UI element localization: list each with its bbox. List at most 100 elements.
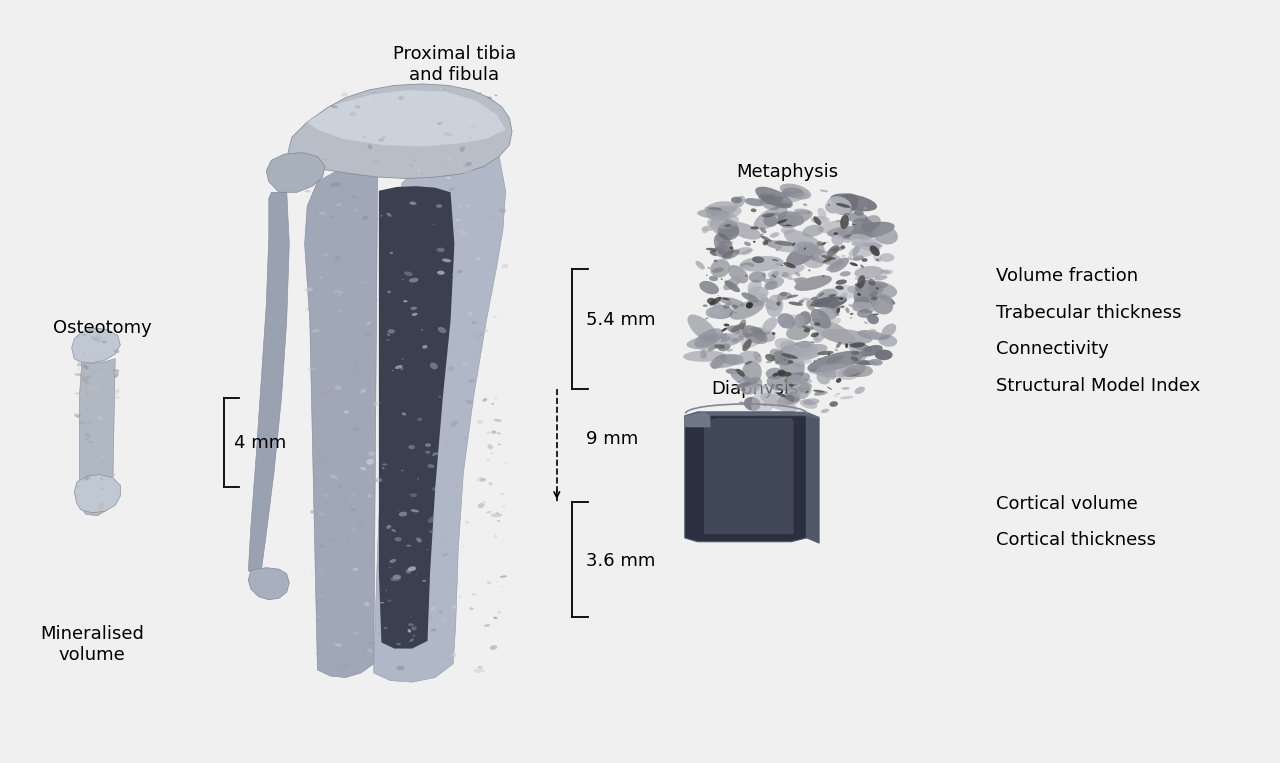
Ellipse shape: [498, 611, 502, 613]
Ellipse shape: [817, 241, 823, 246]
Ellipse shape: [794, 357, 812, 364]
Ellipse shape: [731, 323, 746, 332]
Ellipse shape: [799, 344, 818, 359]
Ellipse shape: [850, 343, 865, 348]
Ellipse shape: [828, 296, 846, 308]
Ellipse shape: [777, 393, 786, 397]
Ellipse shape: [783, 359, 786, 361]
Ellipse shape: [100, 429, 104, 431]
Ellipse shape: [724, 219, 739, 227]
Ellipse shape: [422, 580, 426, 582]
Ellipse shape: [111, 478, 115, 479]
Ellipse shape: [852, 305, 864, 311]
Ellipse shape: [760, 194, 783, 204]
Ellipse shape: [394, 537, 402, 542]
Ellipse shape: [803, 204, 808, 206]
Ellipse shape: [762, 385, 768, 388]
Ellipse shape: [349, 493, 355, 497]
Ellipse shape: [845, 213, 850, 215]
Ellipse shape: [795, 314, 805, 328]
Ellipse shape: [782, 210, 813, 226]
Ellipse shape: [769, 271, 778, 281]
Ellipse shape: [741, 265, 753, 269]
Ellipse shape: [741, 325, 768, 344]
Ellipse shape: [707, 214, 739, 229]
Ellipse shape: [338, 486, 342, 488]
Ellipse shape: [95, 334, 102, 342]
Ellipse shape: [703, 304, 708, 307]
Ellipse shape: [91, 336, 101, 343]
Ellipse shape: [838, 292, 847, 301]
Ellipse shape: [317, 161, 320, 163]
Ellipse shape: [408, 623, 413, 626]
Ellipse shape: [393, 575, 401, 579]
Ellipse shape: [500, 586, 503, 588]
Ellipse shape: [778, 345, 805, 381]
Ellipse shape: [83, 364, 88, 369]
Ellipse shape: [448, 366, 454, 372]
Ellipse shape: [312, 329, 320, 333]
Ellipse shape: [389, 567, 390, 568]
Ellipse shape: [823, 257, 833, 262]
Ellipse shape: [88, 359, 90, 361]
Ellipse shape: [82, 334, 87, 336]
Text: Metaphysis: Metaphysis: [736, 163, 838, 181]
Ellipse shape: [330, 182, 342, 187]
Ellipse shape: [781, 192, 808, 204]
Ellipse shape: [369, 452, 375, 456]
Ellipse shape: [735, 247, 753, 255]
Ellipse shape: [776, 361, 781, 365]
Ellipse shape: [763, 403, 767, 406]
Ellipse shape: [477, 480, 479, 481]
Ellipse shape: [81, 475, 84, 477]
Ellipse shape: [364, 333, 371, 336]
Ellipse shape: [819, 189, 828, 192]
Ellipse shape: [408, 566, 416, 571]
Ellipse shape: [305, 190, 311, 192]
Ellipse shape: [376, 299, 379, 300]
Ellipse shape: [488, 96, 492, 99]
Ellipse shape: [497, 512, 499, 514]
Ellipse shape: [502, 505, 506, 507]
Ellipse shape: [710, 217, 739, 237]
Ellipse shape: [82, 375, 84, 376]
Ellipse shape: [477, 92, 481, 95]
Ellipse shape: [499, 575, 507, 578]
Ellipse shape: [317, 595, 323, 597]
Ellipse shape: [84, 433, 90, 436]
Ellipse shape: [721, 333, 727, 340]
Ellipse shape: [443, 553, 449, 556]
Ellipse shape: [714, 245, 731, 258]
Ellipse shape: [709, 276, 718, 281]
Ellipse shape: [495, 432, 498, 434]
Ellipse shape: [444, 167, 448, 169]
Ellipse shape: [334, 255, 340, 262]
Ellipse shape: [836, 342, 841, 348]
Ellipse shape: [820, 317, 841, 327]
Ellipse shape: [850, 262, 858, 266]
Ellipse shape: [479, 669, 485, 672]
Text: Cortical volume: Cortical volume: [996, 494, 1138, 513]
Ellipse shape: [831, 194, 877, 211]
Polygon shape: [248, 568, 289, 600]
Ellipse shape: [772, 372, 778, 377]
Ellipse shape: [769, 349, 791, 365]
Ellipse shape: [864, 321, 868, 324]
Ellipse shape: [494, 95, 498, 96]
Ellipse shape: [723, 301, 732, 310]
Ellipse shape: [477, 666, 483, 669]
Ellipse shape: [850, 233, 879, 251]
Ellipse shape: [765, 240, 782, 249]
Ellipse shape: [389, 252, 393, 254]
Ellipse shape: [829, 306, 836, 308]
Ellipse shape: [489, 482, 493, 485]
Text: Connectivity: Connectivity: [996, 340, 1108, 359]
Ellipse shape: [77, 414, 81, 417]
Ellipse shape: [366, 459, 374, 465]
Ellipse shape: [774, 257, 778, 259]
Ellipse shape: [877, 293, 893, 302]
Ellipse shape: [833, 232, 838, 235]
Ellipse shape: [741, 379, 746, 382]
Ellipse shape: [445, 537, 449, 540]
Ellipse shape: [841, 245, 845, 249]
